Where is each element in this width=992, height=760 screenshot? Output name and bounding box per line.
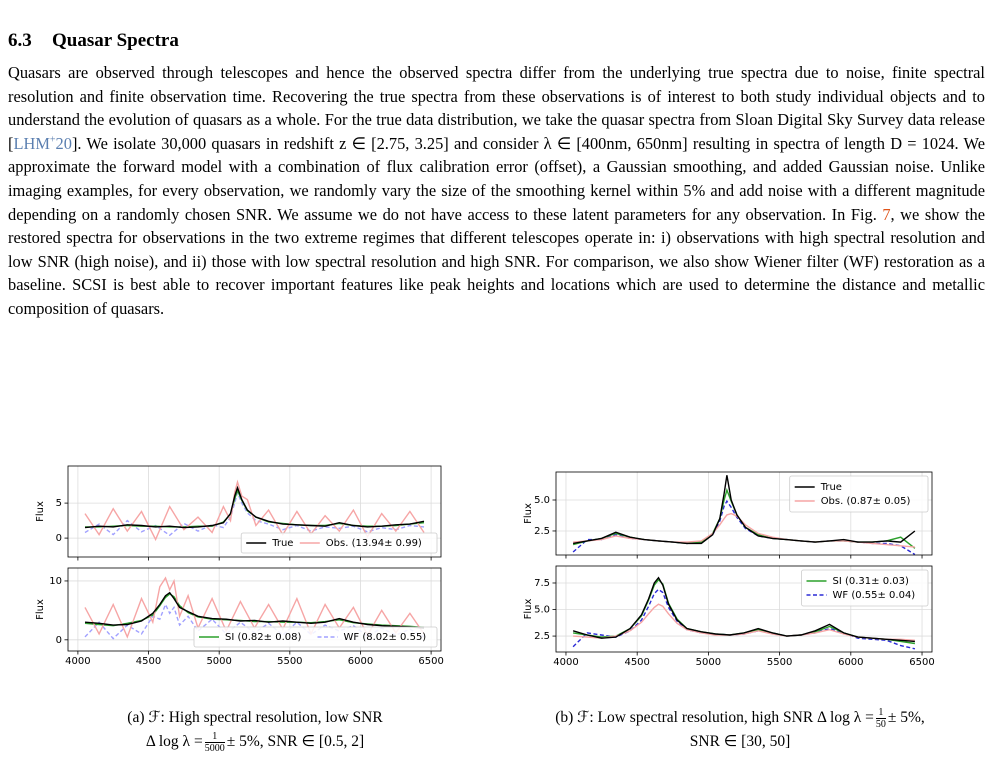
x-tick-label: 4000 (65, 656, 90, 667)
legend-label: True (271, 538, 293, 549)
y-tick-label: 0 (56, 533, 62, 544)
series-line (573, 603, 915, 641)
citation[interactable]: LHM+20 (13, 134, 71, 153)
legend: True Obs. (0.87± 0.05) (789, 475, 929, 513)
series-group (572, 576, 916, 650)
legend-label: WF (0.55± 0.04) (833, 590, 916, 601)
y-tick-label: 10 (49, 576, 62, 587)
x-tick-label: 5000 (206, 656, 231, 667)
citation-author[interactable]: LHM (13, 133, 50, 153)
legend: SI (0.82± 0.08) WF (8.02± 0.55) (193, 626, 438, 648)
series-line (572, 588, 916, 650)
legend-box (193, 626, 438, 648)
caption-text: (b) ℱ: Low spectral resolution, high SNR… (555, 709, 874, 726)
caption-line: Δ log λ = 1 5000 ± 5%, SNR ∈ [0.5, 2] (60, 730, 450, 754)
series-group (84, 479, 425, 542)
y-axis-label: Flux (35, 599, 46, 620)
x-tick-label: 4500 (624, 657, 649, 668)
frame (67, 465, 442, 558)
legend-box (789, 475, 929, 513)
legend-label: SI (0.31± 0.03) (833, 576, 909, 587)
y-tick-label: 5.0 (534, 605, 550, 616)
panel: 0 5 Flux True Obs. (13.94± 0.99) (35, 465, 442, 561)
series-line (84, 479, 425, 542)
paragraph: Quasars are observed through telescopes … (8, 61, 985, 449)
x-tick-label: 6500 (909, 657, 934, 668)
series-line (84, 591, 425, 629)
legend-label: SI (0.82± 0.08) (225, 632, 301, 643)
caption-line: (b) ℱ: Low spectral resolution, high SNR… (490, 706, 990, 730)
numerator: 1 (204, 731, 225, 743)
series-line (84, 602, 425, 640)
legend-label: Obs. (0.87± 0.05) (821, 496, 911, 507)
x-tick-label: 5500 (767, 657, 792, 668)
legend: SI (0.31± 0.03) WF (0.55± 0.04) (801, 569, 929, 607)
y-axis-label: Flux (523, 503, 534, 524)
x-tick-label: 5000 (696, 657, 721, 668)
series-line (572, 576, 915, 643)
y-axis-label: Flux (523, 599, 534, 620)
x-tick-label: 4500 (136, 656, 161, 667)
series-line (84, 485, 425, 529)
text: ]. We isolate 30,000 quasars in redshift… (8, 133, 985, 224)
caption: (a) ℱ: High spectral resolution, low SNR… (60, 706, 450, 754)
section-heading: 6.3 Quasar Spectra (8, 30, 179, 52)
caption-line: SNR ∈ [30, 50] (689, 733, 791, 750)
caption-text: ± 5%, (887, 709, 925, 726)
legend-label: WF (8.02± 0.55) (344, 632, 427, 643)
legend-label: Obs. (13.94± 0.99) (326, 538, 422, 549)
frame (555, 471, 933, 556)
series-group (572, 475, 916, 555)
legend-label: True (820, 482, 842, 493)
figure-ref[interactable]: 7 (882, 204, 891, 224)
series-line (84, 490, 425, 537)
section-title: Quasar Spectra (52, 30, 179, 51)
x-tick-label: 6000 (838, 657, 863, 668)
fraction: 1 50 (875, 707, 886, 730)
text: Quasars are observed through telescopes … (8, 63, 985, 153)
citation-year[interactable]: 20 (55, 133, 72, 153)
y-tick-label: 2.5 (534, 526, 550, 537)
caption: (b) ℱ: Low spectral resolution, high SNR… (490, 706, 990, 754)
y-tick-label: 2.5 (534, 631, 550, 642)
y-tick-label: 5.0 (534, 495, 550, 506)
frame (555, 565, 933, 653)
caption-text: Δ log λ = (145, 733, 203, 750)
caption-line: (a) ℱ: High spectral resolution, low SNR (127, 709, 383, 726)
citation-sup[interactable]: + (49, 134, 56, 146)
denominator: 5000 (204, 742, 225, 754)
y-axis-label: Flux (35, 501, 46, 522)
x-tick-label: 6500 (418, 656, 443, 667)
legend-box (801, 569, 929, 607)
legend-box (240, 532, 438, 554)
frame (67, 567, 442, 652)
text: , we show the restored spectra for obser… (8, 204, 985, 318)
y-tick-label: 5 (56, 498, 62, 509)
caption-text: ± 5%, SNR ∈ [0.5, 2] (226, 733, 365, 750)
panel: 4000 4500 5000 5500 6000 6500 0 10 Flux SI (0.82±… (35, 567, 444, 667)
fraction: 1 5000 (204, 731, 225, 754)
y-tick-label: 0 (56, 635, 62, 646)
series-line (572, 475, 916, 545)
legend: True Obs. (13.94± 0.99) (240, 532, 438, 554)
x-tick-label: 6000 (348, 656, 373, 667)
denominator: 50 (875, 718, 886, 730)
x-tick-label: 4000 (553, 657, 578, 668)
y-tick-label: 7.5 (534, 578, 550, 589)
section-number: 6.3 (8, 30, 32, 51)
numerator: 1 (875, 707, 886, 719)
x-tick-label: 5500 (277, 656, 302, 667)
